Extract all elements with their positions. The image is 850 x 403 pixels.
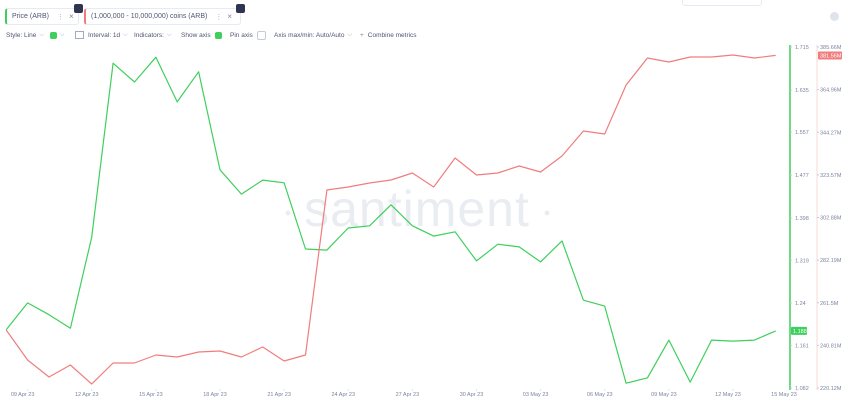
x-tick-label: 09 May 23 bbox=[651, 392, 677, 398]
settings-icon[interactable] bbox=[830, 12, 839, 21]
pin-axis-toggle[interactable]: Pin axis bbox=[230, 30, 266, 40]
indicators-select[interactable]: Indicators: ⌵ bbox=[134, 31, 172, 39]
x-tick-label: 03 May 23 bbox=[523, 392, 549, 398]
metric-tab[interactable]: Price (ARB) ⋮ × bbox=[5, 8, 79, 25]
watermark-dot bbox=[544, 210, 550, 216]
interval-select[interactable]: Interval: 1d ⌵ bbox=[75, 30, 128, 40]
y2-tick-label: 385.66M bbox=[820, 45, 842, 51]
y2-tick-label: 323.57M bbox=[820, 173, 842, 179]
y2-tick-label: 261.5M bbox=[820, 301, 839, 307]
current-value-label: 381.56M bbox=[820, 53, 842, 59]
menu-icon[interactable]: ⋮ bbox=[215, 13, 222, 21]
edit-icon[interactable] bbox=[74, 4, 83, 13]
toolbar-text: Show axis bbox=[181, 31, 211, 39]
y2-tick-label: 282.19M bbox=[820, 258, 842, 264]
close-icon[interactable]: × bbox=[68, 12, 74, 21]
y2-tick-label: 302.88M bbox=[820, 216, 842, 222]
series-line bbox=[5, 56, 776, 384]
y2-tick-label: 364.96M bbox=[820, 88, 842, 94]
series-line bbox=[5, 54, 776, 385]
x-tick-label: 15 Apr 23 bbox=[139, 392, 163, 398]
close-icon[interactable]: × bbox=[227, 12, 233, 21]
current-value-label: 1.188 bbox=[793, 329, 807, 335]
menu-icon[interactable]: ⋮ bbox=[56, 13, 64, 21]
x-tick-label: 21 Apr 23 bbox=[267, 392, 291, 398]
show-axis-toggle[interactable]: Show axis bbox=[181, 30, 222, 40]
x-tick-label: 27 Apr 23 bbox=[396, 392, 420, 398]
y-tick-label: 1.24 bbox=[795, 301, 806, 307]
combine-button[interactable]: + Combine metrics bbox=[360, 31, 417, 39]
x-tick-label: 18 Apr 23 bbox=[203, 392, 227, 398]
x-tick-label: 09 Apr 23 bbox=[11, 392, 35, 398]
y-tick-label: 1.635 bbox=[795, 88, 809, 94]
y-tick-label: 1.398 bbox=[795, 216, 809, 222]
tab-label: (1,000,000 - 10,000,000) coins (ARB) bbox=[91, 13, 208, 20]
metric-tab[interactable]: (1,000,000 - 10,000,000) coins (ARB) ⋮ × bbox=[84, 8, 241, 25]
x-tick-label: 15 May 23 bbox=[771, 392, 797, 398]
toolbar-text: Pin axis bbox=[230, 31, 253, 39]
toolbar-text: Axis max/min: Auto/Auto bbox=[274, 31, 345, 39]
y2-tick-label: 240.81M bbox=[820, 343, 842, 349]
style-select[interactable]: Style: Line ⌵ ⌵ bbox=[6, 31, 65, 39]
watermark-dot bbox=[285, 210, 291, 216]
x-tick-label: 06 May 23 bbox=[587, 392, 613, 398]
y-tick-label: 1.319 bbox=[795, 258, 809, 264]
toolbar-text: Interval: 1d bbox=[88, 31, 121, 39]
y-tick-label: 1.477 bbox=[795, 173, 809, 179]
watermark: santiment bbox=[304, 181, 530, 237]
toolbar-text: Indicators: bbox=[134, 31, 164, 39]
edit-icon[interactable] bbox=[236, 4, 245, 13]
y2-tick-label: 220.12M bbox=[820, 386, 842, 392]
y-tick-label: 1.161 bbox=[795, 343, 809, 349]
x-tick-label: 24 Apr 23 bbox=[331, 392, 355, 398]
search-box[interactable] bbox=[682, 0, 762, 6]
x-tick-label: 12 Apr 23 bbox=[75, 392, 99, 398]
current-value-badge bbox=[818, 51, 842, 60]
toolbar-text: Style: Line bbox=[6, 31, 37, 39]
current-value-badge bbox=[791, 326, 807, 335]
toolbar-text: Combine metrics bbox=[367, 31, 417, 39]
x-tick-label: 30 Apr 23 bbox=[460, 392, 484, 398]
y-tick-label: 1.082 bbox=[795, 386, 809, 392]
x-tick-label: 12 May 23 bbox=[715, 392, 741, 398]
y-tick-label: 1.557 bbox=[795, 130, 809, 136]
axis-minmax-select[interactable]: Axis max/min: Auto/Auto ⌵ bbox=[274, 31, 353, 39]
tab-label: Price (ARB) bbox=[12, 13, 49, 20]
y2-tick-label: 344.27M bbox=[820, 130, 842, 136]
y-tick-label: 1.715 bbox=[795, 45, 809, 51]
